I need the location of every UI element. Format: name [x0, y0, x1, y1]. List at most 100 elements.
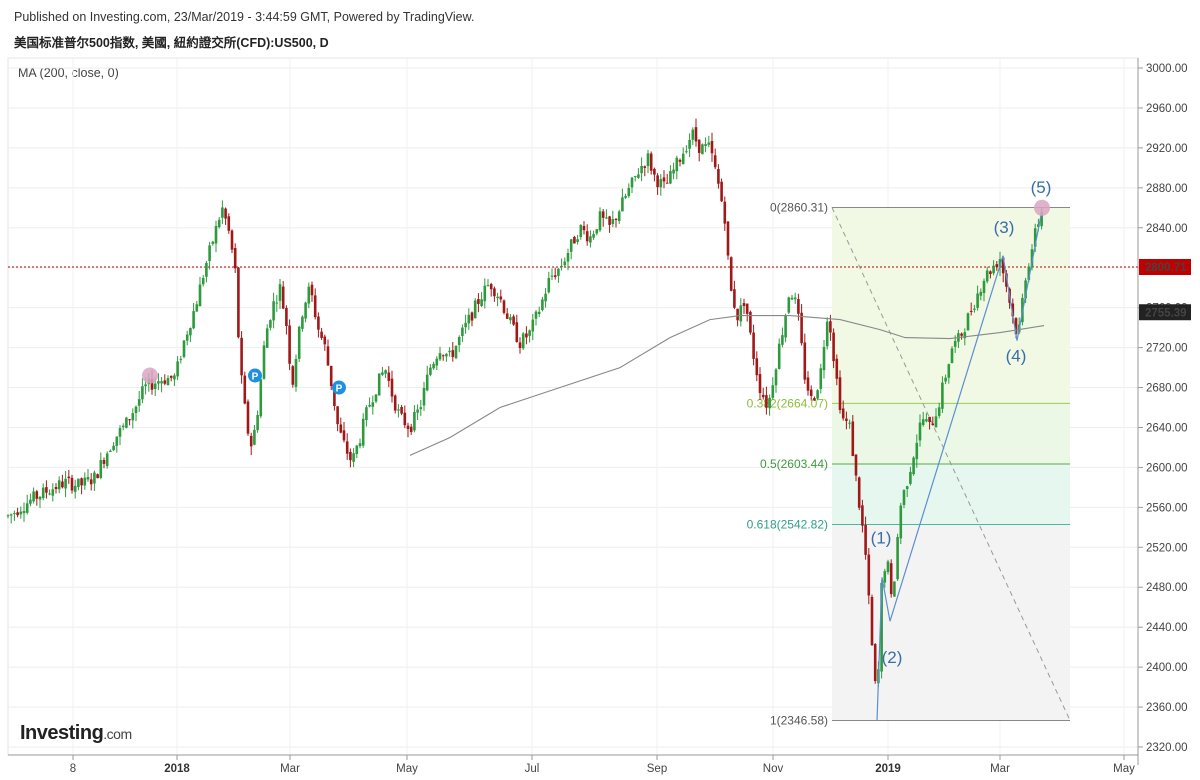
candle-body	[579, 224, 583, 237]
elliott-wave: (1) (2) (3) (4) (5)	[871, 178, 1052, 722]
candle-body	[1027, 266, 1031, 280]
x-tick-label: Mar	[280, 763, 300, 775]
candle-body	[569, 239, 573, 252]
candle-body	[646, 153, 650, 167]
candle-body	[841, 408, 845, 419]
candle-body	[461, 327, 464, 336]
candle-body	[781, 335, 784, 345]
y-tick-label: 2320.00	[1146, 742, 1188, 754]
y-tick-label: 2480.00	[1146, 582, 1188, 594]
candle-body	[99, 460, 103, 478]
candle-body	[118, 428, 122, 437]
candle-body	[531, 319, 535, 332]
candle-body	[512, 316, 515, 325]
candle-body	[787, 297, 791, 313]
y-tick-label: 2920.00	[1146, 143, 1188, 155]
candle-body	[307, 286, 311, 304]
candle-body	[915, 442, 919, 460]
candle-body	[467, 314, 471, 324]
candle-body	[557, 268, 560, 276]
candle-body	[611, 219, 615, 225]
ma-indicator-label[interactable]: MA (200, close, 0)	[18, 66, 119, 80]
candle-body	[486, 285, 490, 287]
candle-body	[115, 436, 119, 446]
candle-body	[237, 267, 240, 338]
y-axis[interactable]: 3000.00 2960.00 2920.00 2880.00 2840.00 2800.…	[1137, 58, 1191, 765]
candle-body	[285, 307, 288, 327]
candle-body	[269, 320, 272, 328]
candle-body	[390, 378, 394, 397]
candle-body	[838, 377, 842, 410]
candle-body	[195, 304, 199, 312]
candle-body	[710, 141, 714, 154]
candle-body	[502, 300, 506, 313]
candle-body	[528, 330, 531, 336]
candle-body	[601, 211, 605, 218]
candle-body	[429, 367, 432, 375]
candle-body	[86, 477, 90, 480]
candle-body	[505, 313, 509, 319]
candle-body	[288, 325, 291, 364]
candle-body	[157, 381, 160, 384]
candle-body	[342, 430, 346, 441]
candle-body	[441, 355, 445, 357]
candle-body	[345, 441, 349, 454]
candle-body	[41, 487, 45, 499]
candle-body	[726, 221, 730, 256]
candle-body	[883, 571, 887, 583]
investing-logo[interactable]: Investing.com	[20, 722, 132, 745]
candle-body	[317, 316, 320, 330]
candle-body	[720, 181, 723, 202]
candle-body	[550, 275, 554, 277]
candle-body	[521, 333, 525, 349]
candle-body	[179, 358, 183, 360]
candle-body	[262, 345, 266, 379]
candle-body	[809, 389, 813, 396]
candle-body	[678, 159, 682, 162]
candle-body	[281, 286, 285, 309]
candle-body	[365, 407, 368, 421]
candle-body	[249, 435, 253, 447]
candle-body	[896, 537, 899, 580]
y-tick-label: 2520.00	[1146, 542, 1188, 554]
candle-body	[659, 179, 663, 188]
y-tick-label: 2720.00	[1146, 343, 1188, 355]
x-tick-label: May	[1113, 763, 1135, 775]
candle-body	[534, 311, 538, 319]
candle-body	[989, 271, 992, 275]
candle-body	[413, 411, 416, 431]
candle-body	[278, 284, 282, 301]
candle-body	[749, 311, 752, 333]
candle-body	[941, 382, 944, 409]
candle-body	[224, 208, 227, 219]
candle-body	[1014, 318, 1018, 335]
candle-body	[134, 406, 138, 414]
markers: PP	[142, 199, 1050, 395]
candle-body	[153, 383, 157, 389]
candle-body	[454, 345, 458, 359]
candle-body	[873, 644, 877, 682]
candle-body	[672, 169, 675, 174]
y-tick-label: 2600.00	[1146, 462, 1188, 474]
candle-body	[201, 277, 205, 285]
candle-body	[499, 296, 503, 300]
candle-body	[166, 378, 170, 386]
candle-body	[182, 340, 186, 357]
wave-label: (5)	[1031, 178, 1052, 197]
candle-body	[61, 481, 64, 488]
candle-body	[585, 231, 589, 242]
candle-body	[227, 216, 231, 231]
candle-body	[259, 379, 263, 417]
candle-body	[432, 363, 435, 369]
candle-body	[797, 299, 800, 314]
candle-body	[886, 561, 890, 573]
candle-body	[688, 139, 691, 149]
candle-body	[921, 419, 925, 425]
candle-body	[89, 479, 93, 485]
x-axis[interactable]: 8 2018 Mar May Jul Sep Nov 2019 Mar May	[8, 754, 1138, 775]
candle-body	[771, 385, 775, 398]
candle-body	[35, 491, 39, 499]
candle-body	[640, 165, 643, 174]
candle-body	[944, 377, 947, 382]
